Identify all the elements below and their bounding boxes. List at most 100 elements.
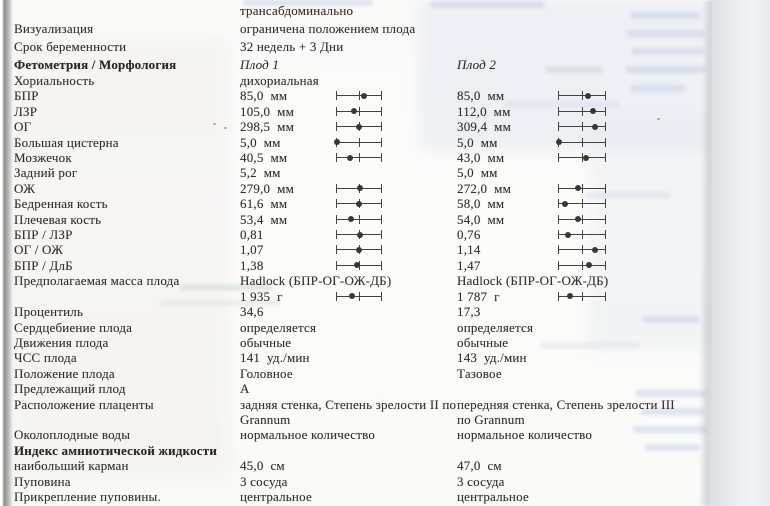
fetus2-value-cell: 112,0 мм [457, 104, 700, 119]
table-row: Плечевая кость 53,4 мм 54,0 мм [0, 212, 700, 227]
header-value: трансабдоминально [240, 3, 354, 18]
fetus1-value-cell: 1 935 г [240, 289, 457, 304]
fetus1-value: обычные [240, 334, 292, 350]
fetus1-value-cell: 34,6 [240, 304, 457, 319]
table-row: Сердцебиение плода определяется определяет… [0, 320, 700, 335]
fetus1-value-cell [240, 443, 457, 458]
fetus2-value: 1 787 г [457, 288, 500, 304]
fetus2-value-cell: передняя стенка, Степень зрелости III по… [457, 397, 700, 428]
fetus2-value-cell: центральное [457, 489, 700, 504]
fetus1-value: 53,4 мм [240, 211, 288, 227]
header-value: 32 недель + 3 Дни [240, 39, 344, 54]
fetus2-value-cell: 5,0 мм [457, 165, 700, 180]
row-label: Задний рог [14, 165, 78, 181]
table-row: ЧСС плода 141 уд./мин 143 уд./мин [0, 350, 700, 365]
fetus1-value: A [240, 381, 250, 397]
row-label: Хориальность [14, 73, 95, 88]
fetus1-value: задняя стенка, Степень зрелости II по Gr… [240, 396, 460, 427]
fetus2-value-cell: 1 787 г [457, 289, 700, 304]
fetus2-value: 43,0 мм [457, 150, 505, 166]
table-row: Задний рог 5,2 мм 5,0 мм [0, 165, 700, 180]
section-title: Фетометрия / Морфология [14, 57, 177, 72]
fetus1-range-plot [336, 230, 382, 240]
fetus2-value: нормальное количество [457, 427, 593, 443]
fetus1-value-cell: обычные [240, 335, 457, 350]
table-row: Движения плода обычные обычные [0, 335, 700, 350]
fetus1-value: Hadlock (БПР-ОГ-ОЖ-ДБ) [240, 273, 392, 289]
table-row: ОЖ 279,0 мм 272,0 мм [0, 181, 700, 196]
fetus2-value: 5,0 мм [457, 165, 498, 181]
header-row: трансабдоминально [14, 3, 704, 19]
fetus2-value-cell: 54,0 мм [457, 212, 700, 227]
fetus2-range-plot [555, 137, 606, 147]
table-row: БПР / ЛЗР 0,81 0,76 [0, 227, 700, 242]
row-label: Бедренная кость [14, 196, 108, 212]
fetus1-range-plot [336, 260, 382, 270]
fetus2-value: передняя стенка, Степень зрелости III по… [457, 396, 679, 427]
row-label: наибольший карман [14, 458, 129, 474]
row-label: ЧСС плода [14, 350, 77, 366]
row-label [14, 289, 240, 304]
fetus1-value-cell: A [240, 381, 457, 396]
fetus2-range-plot [558, 199, 606, 209]
table-row: Индекс амниотической жидкости [0, 443, 700, 458]
fetus2-value-cell: 43,0 мм [457, 150, 700, 165]
row-label: БПР [14, 88, 39, 104]
row-label: Расположение плаценты [14, 396, 154, 412]
fetus2-value-cell: нормальное количество [457, 427, 700, 442]
row-label: Индекс амниотической жидкости [14, 442, 218, 458]
fetus1-value: 1,38 [240, 257, 264, 273]
row-label: ОЖ [14, 180, 36, 196]
fetus2-range-plot [558, 153, 606, 163]
table-row: наибольший карман 45,0 см 47,0 см [0, 458, 700, 473]
fetus2-range-plot [558, 122, 606, 132]
fetus2-range-plot [558, 214, 606, 224]
fetus1-value: 85,0 мм [240, 88, 288, 104]
row-label: Положение плода [14, 365, 115, 381]
fetus1-value-cell: 61,6 мм [240, 196, 457, 211]
fetus2-value-cell [457, 73, 700, 88]
table-row: Большая цистерна 5,0 мм 5,0 мм [0, 135, 700, 150]
fetus2-value-cell: 1,47 [457, 258, 700, 273]
measurement-table: Хориальность дихориальная БПР 85,0 мм 85,0 м… [0, 73, 700, 504]
table-row: Пуповина 3 сосуда 3 сосуда [0, 474, 700, 489]
row-label: Процентиль [14, 304, 84, 320]
fetus2-value: 0,76 [457, 227, 481, 243]
table-row: Хориальность дихориальная [0, 73, 700, 88]
scan-speck [224, 127, 227, 129]
table-row: 1 935 г 1 787 г [0, 289, 700, 304]
fetus2-range-plot [558, 91, 606, 101]
fetus1-value-cell: Головное [240, 366, 457, 381]
fetus2-value: 5,0 мм [457, 134, 498, 150]
fetus1-value: 279,0 мм [240, 180, 295, 196]
fetus1-value: 61,6 мм [240, 196, 288, 212]
fetus2-value-cell: 309,4 мм [457, 119, 700, 134]
fetus2-range-plot [558, 260, 606, 270]
table-row: Прикрепление пуповины. центральное централ… [0, 489, 700, 504]
fetus1-value: 5,0 мм [240, 134, 281, 150]
fetus1-range-plot [336, 214, 382, 224]
fetus2-value: 143 уд./мин [457, 350, 527, 366]
fetus2-value-cell: 58,0 мм [457, 196, 700, 211]
fetus1-value-cell: 0,81 [240, 227, 457, 242]
fetus1-value-cell: 1,07 [240, 242, 457, 257]
fetus1-range-plot [336, 122, 382, 132]
fetus1-range-plot [336, 106, 382, 116]
fetus1-value-cell: 5,0 мм [240, 135, 457, 150]
fetus2-value: центральное [457, 488, 529, 504]
fetus2-value-cell: 47,0 см [457, 458, 700, 473]
fetus2-value-cell: 0,76 [457, 227, 700, 242]
fetus1-value: 40,5 мм [240, 150, 288, 166]
header-row: Срок беременности 32 недель + 3 Дни [14, 39, 704, 55]
fetus1-value: дихориальная [240, 73, 319, 88]
row-label: Предлежащий плод [14, 381, 126, 397]
row-label: ЛЗР [14, 103, 38, 119]
fetus1-range-plot [336, 199, 382, 209]
fetus1-value-cell: 40,5 мм [240, 150, 457, 165]
fetus2-value: 309,4 мм [457, 119, 512, 135]
table-row: Процентиль 34,6 17,3 [0, 304, 700, 319]
fetus1-value: 34,6 [240, 304, 264, 320]
table-row: Положение плода Головное Тазовое [0, 366, 700, 381]
row-label: БПР / ДлБ [14, 257, 73, 273]
table-row: ОГ 298,5 мм 309,4 мм [0, 119, 700, 134]
